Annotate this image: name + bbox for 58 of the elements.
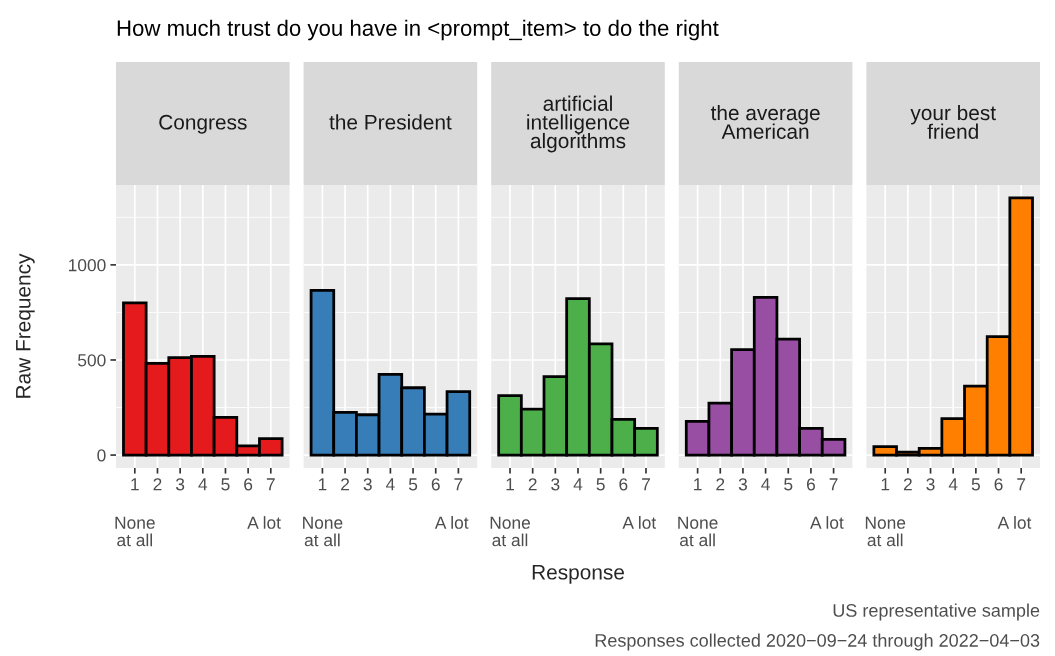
x-tick-label: 5 [971,478,980,491]
text: Responses collected 2020−09−24 through 2022−04−03 [595,633,1040,651]
x-tick-label: 6 [431,478,440,491]
x-tick-label: 2 [153,478,162,491]
x-tick-label: 3 [363,478,372,491]
x-tick-label: 4 [198,478,208,491]
x-axis-title: Response [532,565,624,584]
x-tick-label: 1 [881,478,890,491]
x-tick-label: 3 [175,478,185,491]
x-tick-label: 5 [596,478,605,491]
x-tick-label: 6 [806,478,815,491]
x-tick-label: 3 [551,478,560,491]
y-tick-label: 1000 [68,259,106,272]
x-tick-label: 4 [761,478,770,491]
text: A lot [622,516,657,529]
x-tick-label: 6 [994,478,1003,491]
y-axis-title: Raw Frequency [16,253,35,398]
x-tick-label: 7 [829,478,838,491]
x-tick-label: 1 [318,478,327,491]
x-tick-label: 1 [694,478,702,491]
x-tick-label: 4 [948,478,958,491]
chart-title: the average American [710,104,820,139]
x-tick-label: 2 [903,478,912,491]
chart-title: the President [329,114,452,130]
x-tick-label: 4 [573,478,583,491]
x-tick-label: 1 [131,478,139,491]
x-tick-label: 7 [266,478,275,491]
x-tick-label: 2 [341,478,350,491]
x-tick-label: 7 [454,478,463,491]
x-tick-label: 5 [408,478,418,491]
text: A lot [247,516,281,529]
x-tick-label: 1 [506,478,514,491]
y-tick-label: 0 [97,449,106,462]
chart-title: Congress [159,114,247,134]
text: A lot [434,516,469,529]
x-tick-label: 3 [738,478,747,491]
text: A lot [997,516,1032,529]
text: How much trust do you have in <prompt_item> to do the right [117,19,719,41]
x-tick-label: 7 [1017,478,1026,491]
chart-title: artificial intelligence algorithms [527,95,630,153]
text: A lot [810,516,844,529]
text: None at all [490,516,530,547]
x-tick-label: 2 [716,478,725,491]
x-tick-label: 6 [244,478,253,491]
x-tick-label: 3 [926,478,935,491]
text: None at all [678,516,718,547]
text: None at all [115,516,155,547]
x-tick-label: 7 [642,478,650,491]
y-tick-label: 500 [78,354,106,367]
text: US representative sample [833,603,1040,621]
text: None at all [303,516,343,547]
chart-title: your best friend [910,104,996,139]
x-tick-label: 2 [528,478,537,491]
x-tick-label: 6 [619,478,628,491]
x-tick-label: 5 [221,478,230,491]
x-tick-label: 5 [784,478,793,491]
text: None at all [865,516,906,547]
x-tick-label: 4 [385,478,395,491]
